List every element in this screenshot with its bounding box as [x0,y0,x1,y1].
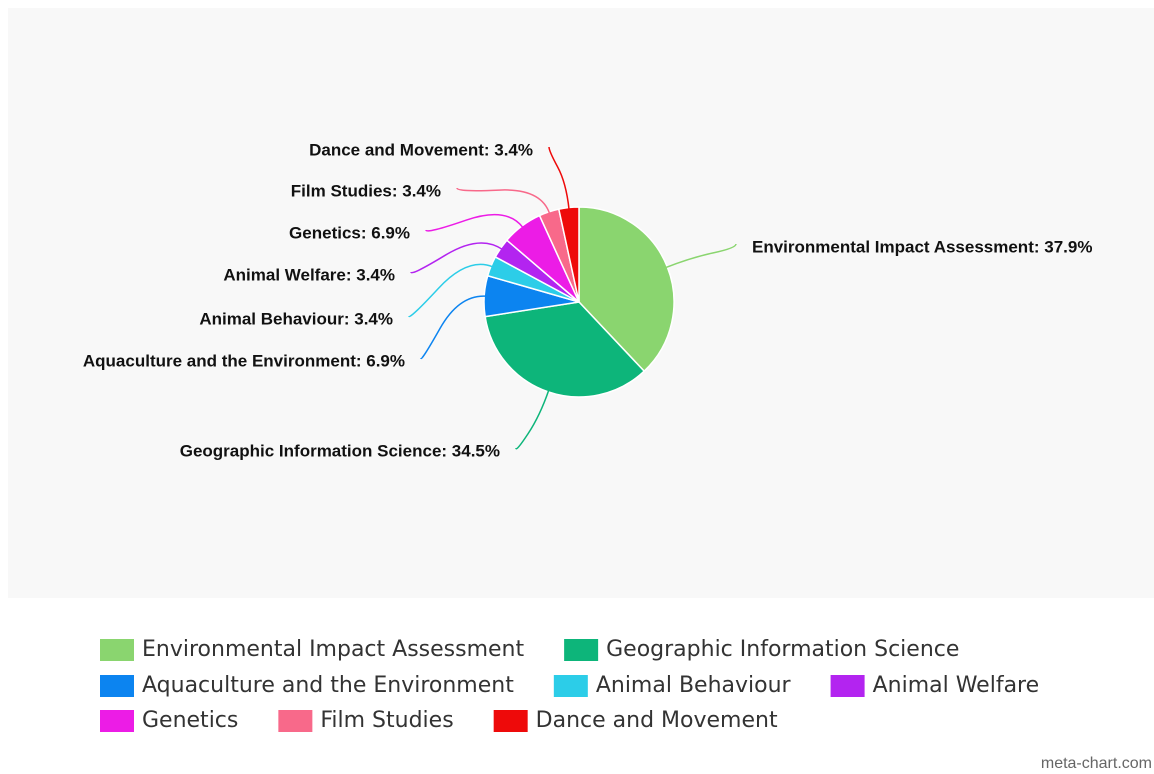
legend-label: Genetics [142,708,238,733]
data-label: Geographic Information Science: 34.5% [180,441,500,460]
label-connector [665,243,737,269]
data-label: Environmental Impact Assessment: 37.9% [752,237,1092,256]
legend-label: Animal Behaviour [596,673,792,698]
legend-swatch [830,675,865,697]
label-connector [420,295,487,360]
legend-swatch [100,639,134,661]
legend-label: Environmental Impact Assessment [142,637,524,662]
watermark: meta-chart.com [1041,755,1152,772]
legend-label: Aquaculture and the Environment [142,673,514,698]
legend-swatch [553,675,588,697]
label-connector [456,187,551,214]
label-connector [425,213,524,232]
label-connector [515,389,550,450]
legend-swatch [493,710,528,732]
legend-swatch [100,675,134,697]
legend-label: Dance and Movement [536,708,778,733]
label-connector [410,242,503,274]
legend-swatch [564,639,599,661]
legend-label: Animal Welfare [873,673,1040,698]
data-label: Dance and Movement: 3.4% [309,140,533,159]
data-label: Genetics: 6.9% [289,223,410,242]
label-connector [548,146,570,210]
legend-swatch [100,710,134,732]
legend-label: Geographic Information Science [606,637,959,662]
data-label: Animal Behaviour: 3.4% [199,309,393,328]
data-label: Film Studies: 3.4% [291,181,441,200]
legend-label: Film Studies [320,708,453,733]
data-label: Animal Welfare: 3.4% [223,265,395,284]
legend-swatch [278,710,313,732]
data-label: Aquaculture and the Environment: 6.9% [83,351,405,370]
label-connector [408,263,494,318]
